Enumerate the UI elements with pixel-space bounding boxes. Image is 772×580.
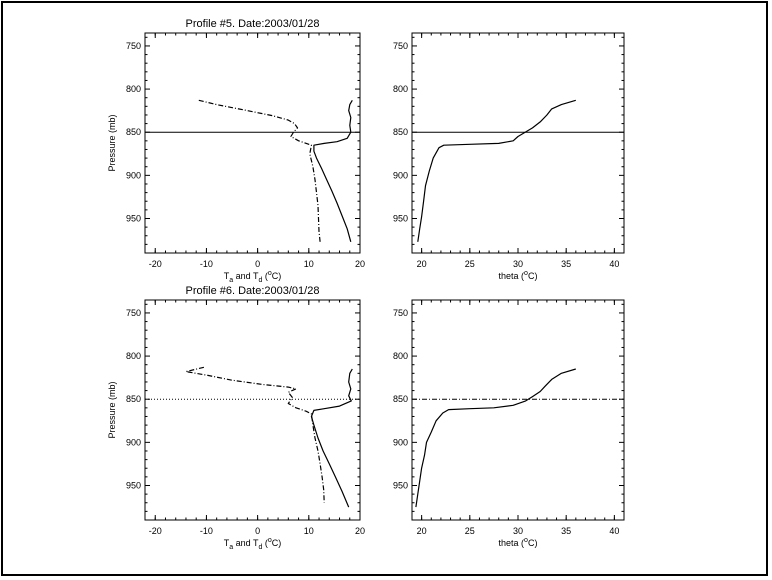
- x-axis-label-post: C): [528, 538, 538, 548]
- x-tick-label: 25: [465, 526, 475, 536]
- x-tick-label: 35: [561, 259, 571, 269]
- x-axis-label-post: C): [528, 271, 538, 281]
- x-tick-label: 25: [465, 259, 475, 269]
- x-axis-label-sup: o: [524, 270, 528, 277]
- x-axis-label-sup: o: [524, 537, 528, 544]
- x-tick-label: 30: [513, 526, 523, 536]
- x-axis-label-main: theta (: [499, 538, 525, 548]
- y-tick-label: 750: [393, 41, 408, 51]
- series-line-ta: [313, 99, 353, 242]
- plot-area-frame: [144, 32, 361, 254]
- panel-p5_theta: 20 25 30 35 40 750 800 850 900 950 theta (oC): [393, 32, 625, 281]
- y-tick-label: 950: [126, 480, 141, 490]
- y-tick-label: 800: [393, 351, 408, 361]
- x-tick-label: 0: [255, 526, 260, 536]
- x-axis-label: Ta and Td (oC): [224, 270, 282, 284]
- x-tick-label: 20: [417, 526, 427, 536]
- y-tick-label: 850: [393, 127, 408, 137]
- x-tick-label: 20: [355, 259, 365, 269]
- y-axis-label: Pressure (mb): [107, 381, 117, 438]
- x-axis-label-sup: o: [268, 537, 272, 544]
- y-tick-label: 950: [393, 480, 408, 490]
- y-tick-label: 750: [126, 41, 141, 51]
- y-tick-label: 750: [126, 308, 141, 318]
- y-tick-label: 900: [393, 437, 408, 447]
- x-axis-label-sub2: d: [258, 277, 262, 284]
- y-tick-label: 800: [126, 351, 141, 361]
- chart-title: Profile #5. Date:2003/01/28: [186, 18, 320, 30]
- x-tick-label: 0: [255, 259, 260, 269]
- x-axis-label-mid: and T: [233, 271, 259, 281]
- x-tick-label: 35: [561, 526, 571, 536]
- x-axis-label-sub1: a: [229, 544, 233, 551]
- x-axis-label-main: theta (: [499, 271, 525, 281]
- series-line-td: [198, 99, 321, 242]
- x-tick-label: -20: [149, 259, 162, 269]
- x-axis-label-main: T: [224, 538, 230, 548]
- x-tick-label: -10: [200, 526, 213, 536]
- y-tick-label: 950: [126, 213, 141, 223]
- y-tick-label: 900: [126, 170, 141, 180]
- y-tick-label: 850: [126, 394, 141, 404]
- y-tick-label: 850: [393, 394, 408, 404]
- x-tick-label: 30: [513, 259, 523, 269]
- y-tick-label: 750: [393, 308, 408, 318]
- x-tick-label: 40: [609, 526, 619, 536]
- x-axis-label-sub1: a: [229, 277, 233, 284]
- x-axis-label-post: C): [272, 538, 282, 548]
- x-axis-label-mid: and T: [233, 538, 259, 548]
- x-tick-label: -20: [149, 526, 162, 536]
- x-axis-label-main: T: [224, 271, 230, 281]
- y-tick-label: 850: [126, 127, 141, 137]
- y-axis-label: Pressure (mb): [107, 114, 117, 171]
- x-axis-label-post: C): [272, 271, 282, 281]
- series-line-theta: [415, 368, 576, 508]
- chart-title: Profile #6. Date:2003/01/28: [186, 285, 320, 297]
- y-tick-label: 950: [393, 213, 408, 223]
- x-tick-label: 10: [304, 259, 314, 269]
- plot-area-frame: [411, 32, 625, 254]
- panel-p6_theta: 20 25 30 35 40 750 800 850 900 950 theta (oC): [393, 299, 625, 548]
- series-line-ta: [310, 368, 353, 508]
- x-axis-label-sub2: d: [258, 544, 262, 551]
- x-axis-label: Ta and Td (oC): [224, 537, 282, 551]
- x-tick-label: 20: [417, 259, 427, 269]
- x-axis-label: theta (oC): [499, 537, 538, 548]
- x-axis-label-pre: (: [262, 271, 268, 281]
- y-tick-label: 900: [126, 437, 141, 447]
- y-tick-label: 900: [393, 170, 408, 180]
- x-tick-label: -10: [200, 259, 213, 269]
- panel-p6_temp: Profile #6. Date:2003/01/28 -20 -10 0 10 20 75…: [107, 285, 365, 551]
- y-tick-label: 800: [393, 84, 408, 94]
- y-tick-label: 800: [126, 84, 141, 94]
- x-axis-label-pre: (: [262, 538, 268, 548]
- series-line-theta: [417, 99, 576, 242]
- x-tick-label: 40: [609, 259, 619, 269]
- x-tick-label: 10: [304, 526, 314, 536]
- plot-area-frame: [144, 299, 361, 521]
- x-axis-label: theta (oC): [499, 270, 538, 281]
- plot-area-frame: [411, 299, 625, 521]
- panel-p5_temp: Profile #5. Date:2003/01/28 -20 -10 0 10 20 75…: [107, 18, 365, 284]
- x-tick-label: 20: [355, 526, 365, 536]
- series-line-td: [185, 366, 325, 503]
- x-axis-label-sup: o: [268, 270, 272, 277]
